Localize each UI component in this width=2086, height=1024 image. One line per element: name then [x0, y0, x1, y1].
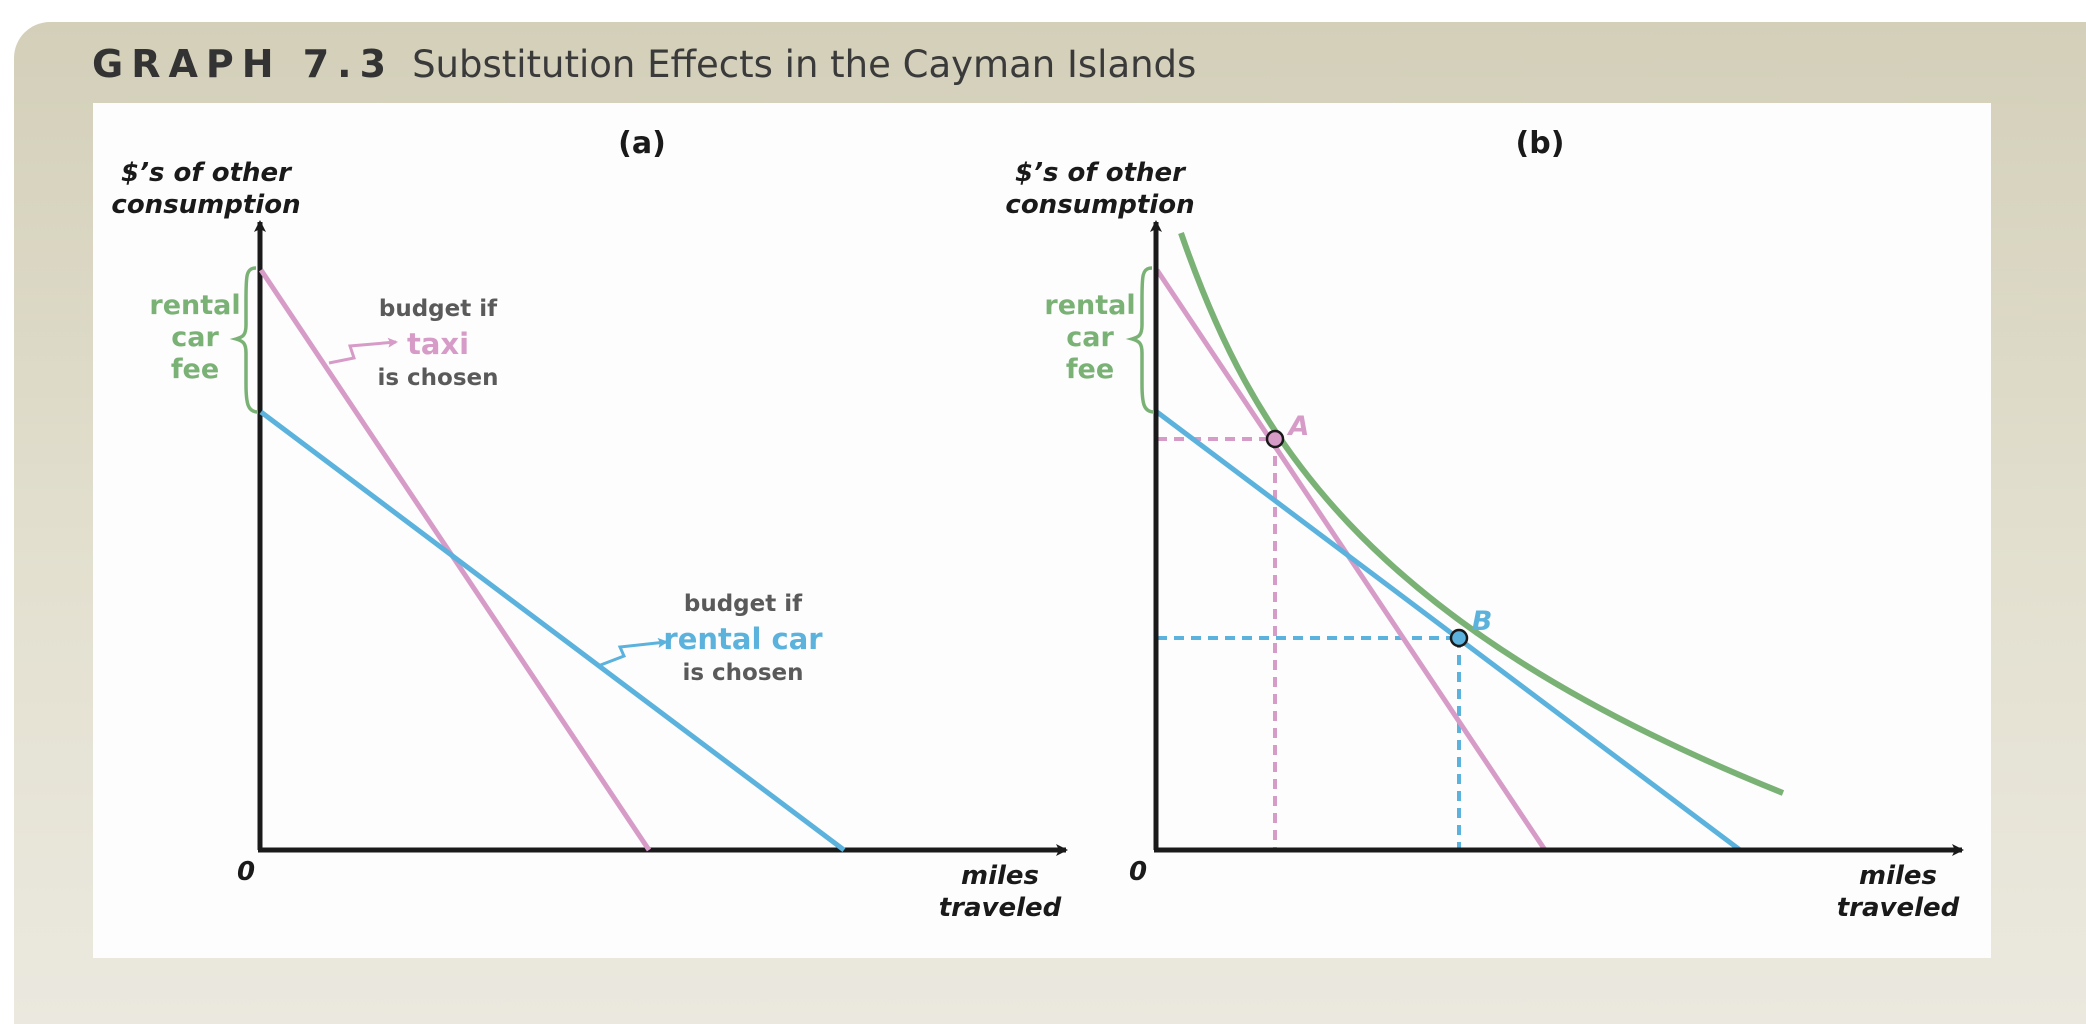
panel-a-x-axis-label-line2: traveled — [939, 893, 1062, 923]
graph-header: GRAPH 7.3 Substitution Effects in the Ca… — [92, 36, 1196, 92]
panel-b-label: (b) — [1516, 126, 1565, 161]
panel-b-indifference-curve — [1178, 232, 1785, 796]
panel-a-label: (a) — [618, 126, 666, 161]
panel-a-y-axis-label-line1: $’s of other — [121, 158, 293, 188]
panel-a-fee-label-line2: car — [171, 322, 219, 353]
panel-a-fee-brace — [229, 266, 259, 414]
panel-a-y-axis-label-line2: consumption — [111, 190, 300, 220]
panel-b-fee-label-line1: rental — [1044, 290, 1135, 321]
panel-a-rental-note-line2: rental car — [663, 622, 823, 656]
panel-b-point-a-marker — [1265, 429, 1285, 449]
panel-b-fee-brace — [1125, 266, 1155, 414]
panel-a-rental-pointer-arrow — [597, 637, 668, 668]
panel-a-x-axis-label-line1: miles — [961, 861, 1039, 891]
panel-a-taxi-note-line2: taxi — [407, 327, 469, 361]
panel-b-point-a-label: A — [1287, 411, 1310, 442]
panel-a-taxi-pointer-arrow — [328, 337, 398, 365]
panel-a: (a) $’s of other consumption 0 miles tra… — [111, 126, 1068, 923]
panel-b: (b) $’s of other consumption 0 miles tra… — [1005, 126, 1964, 923]
panel-b-rental-car-budget-line — [1155, 410, 1742, 852]
panel-b-point-b-marker — [1449, 628, 1469, 648]
panel-b-fee-label-line2: car — [1066, 322, 1114, 353]
panel-b-y-axis-label-line2: consumption — [1005, 190, 1194, 220]
panel-b-fee-label-line3: fee — [1066, 354, 1114, 385]
panel-b-point-b-label: B — [1472, 606, 1493, 637]
panel-a-origin-label: 0 — [237, 857, 255, 887]
graph-title: Substitution Effects in the Cayman Islan… — [412, 42, 1197, 86]
panel-a-fee-label-line3: fee — [171, 354, 219, 385]
panel-a-taxi-note-line1: budget if — [379, 296, 498, 322]
panel-a-fee-label-line1: rental — [149, 290, 240, 321]
figure-panel — [93, 103, 1991, 958]
panel-b-x-axis-label-line2: traveled — [1837, 893, 1960, 923]
graph-number: GRAPH 7.3 — [92, 42, 395, 86]
panel-b-origin-label: 0 — [1129, 857, 1147, 887]
panel-a-rental-note-line3: is chosen — [682, 660, 803, 686]
panel-b-y-axis-label-line1: $’s of other — [1015, 158, 1187, 188]
panel-a-rental-note-line1: budget if — [684, 591, 803, 617]
panel-a-taxi-note-line3: is chosen — [377, 365, 498, 391]
panel-b-x-axis-label-line1: miles — [1859, 861, 1937, 891]
panel-a-rental-car-budget-line — [259, 410, 846, 852]
